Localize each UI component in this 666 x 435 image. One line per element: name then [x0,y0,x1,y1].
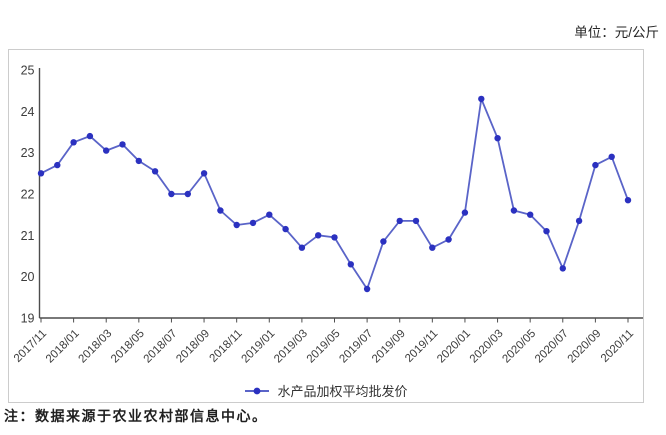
data-point-marker [282,225,289,233]
x-tick-label: 2019/11 [403,328,440,365]
x-tick-label: 2020/07 [533,328,571,366]
legend-label: 水产品加权平均批发价 [277,384,408,399]
x-tick-label: 2020/05 [500,328,538,366]
y-tick-label: 21 [21,229,35,243]
data-point-marker [298,244,306,251]
x-tick-label: 2018/09 [174,328,212,366]
x-tick-label: 2019/05 [305,328,343,366]
data-point-marker [184,190,191,198]
x-tick-label: 2020/11 [599,328,636,365]
data-point-marker [624,197,632,204]
data-point-marker [412,217,420,225]
y-tick-label: 24 [21,105,35,119]
x-tick-label: 2018/11 [208,328,245,365]
data-point-marker [70,139,77,146]
legend-marker-icon [245,387,270,394]
x-tick-label: 2018/01 [44,328,82,366]
data-point-marker [249,219,257,227]
data-point-marker [347,261,354,268]
data-point-marker [119,141,126,148]
x-tick-label: 2020/03 [468,328,506,366]
data-point-marker [103,147,110,154]
data-point-marker [315,232,322,239]
y-tick-label: 23 [21,146,35,160]
data-point-marker [86,132,94,140]
data-point-marker [331,234,338,241]
unit-label: 单位：元/公斤 [574,25,659,40]
x-tick-label: 2019/09 [370,328,408,366]
line-chart: 192021222324252017/112018/012018/032018/… [12,64,643,366]
data-point-marker [135,157,142,165]
data-point-marker [217,207,224,214]
chart-panel: 19 20 21 22 23 24 25 2017/11 2018/01 2018/03 2018/… [8,49,644,403]
footnote: 注：数据来源于农业农村部信息中心。 [4,409,268,425]
y-tick-label: 19 [21,311,35,325]
data-point-marker [527,211,534,218]
x-tick-label: 2018/03 [76,328,114,366]
data-point-marker [510,207,518,214]
y-tick-label: 20 [21,270,35,284]
data-point-marker [543,228,550,235]
x-tick-label: 2019/03 [272,328,310,366]
data-point-marker [380,238,387,245]
data-point-marker [445,236,452,243]
x-tick-label: 2020/01 [435,328,473,366]
data-point-marker [396,217,403,225]
x-tick-label: 2018/07 [142,328,180,366]
data-point-marker [151,168,159,175]
series-line [40,98,629,290]
data-point-marker [592,161,599,169]
data-point-marker [363,285,371,293]
data-point-marker [266,211,273,218]
data-point-marker [494,135,501,142]
legend: 水产品加权平均批发价 [9,381,643,400]
data-point-marker [168,190,175,198]
data-point-marker [429,244,436,251]
data-point-marker [575,217,583,225]
data-point-marker [54,161,61,169]
data-point-marker [233,221,240,229]
data-point-marker [559,265,566,272]
data-point-marker [478,95,485,103]
x-tick-label: 2020/09 [566,328,604,366]
x-tick-label: 2019/07 [337,328,375,366]
x-tick-label: 2019/01 [240,328,278,366]
y-tick-label: 22 [21,187,35,201]
y-tick-label: 25 [21,64,35,78]
x-tick-label: 2018/05 [109,328,147,366]
data-point-marker [461,209,469,216]
data-point-marker [37,170,45,177]
data-point-marker [608,153,615,160]
x-tick-label: 2017/11 [12,328,49,365]
data-point-marker [200,170,208,177]
